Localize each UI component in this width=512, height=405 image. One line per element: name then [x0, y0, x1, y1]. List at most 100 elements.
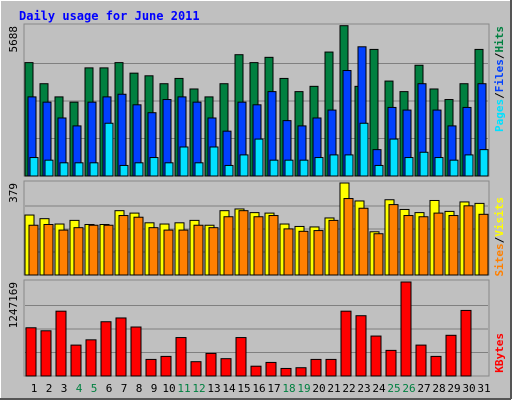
bar-kbytes-1 [25, 327, 37, 377]
bar-sites-31 [478, 213, 489, 276]
chart-title: Daily usage for June 2011 [19, 9, 200, 23]
y-max-label-kbytes: 1247169 [7, 282, 20, 328]
bar-sites-10 [163, 229, 174, 276]
bar-kbytes-11 [175, 337, 187, 377]
bar-pages-4 [74, 162, 84, 177]
bar-sites-11 [178, 229, 189, 276]
bar-kbytes-20 [310, 358, 322, 377]
bar-sites-24 [373, 233, 384, 276]
bar-kbytes-9 [145, 358, 157, 377]
bar-sites-9 [148, 227, 159, 276]
x-tick-label-22: 22 [342, 382, 355, 395]
bar-pages-27 [419, 151, 429, 177]
bar-pages-29 [449, 159, 459, 177]
bar-kbytes-17 [265, 361, 277, 377]
bar-kbytes-15 [235, 337, 247, 377]
bar-kbytes-3 [55, 310, 67, 377]
bar-sites-7 [118, 215, 129, 276]
x-tick-label-1: 1 [31, 382, 38, 395]
bar-sites-6 [103, 224, 114, 276]
bar-sites-27 [418, 216, 429, 276]
bar-pages-10 [164, 162, 174, 177]
legend-top: Pages/Files/Hits [493, 26, 506, 132]
bar-pages-14 [224, 164, 234, 177]
bar-kbytes-18 [280, 367, 292, 377]
bar-sites-22 [343, 198, 354, 276]
bar-kbytes-4 [70, 344, 82, 377]
bar-sites-5 [88, 224, 99, 276]
bar-pages-25 [389, 138, 399, 177]
bar-pages-7 [119, 164, 129, 177]
legend-bottom: KBytes [493, 333, 506, 373]
bar-kbytes-30 [460, 309, 472, 377]
bar-pages-6 [104, 122, 114, 177]
bar-pages-15 [239, 154, 249, 177]
x-tick-label-23: 23 [357, 382, 370, 395]
bar-pages-2 [44, 159, 54, 177]
bar-pages-31 [479, 149, 489, 177]
bar-kbytes-8 [130, 326, 142, 377]
x-tick-label-17: 17 [267, 382, 280, 395]
x-tick-label-4: 4 [76, 382, 83, 395]
bar-sites-8 [133, 216, 144, 276]
bar-kbytes-7 [115, 317, 127, 377]
bar-sites-12 [193, 224, 204, 276]
bar-pages-16 [254, 138, 264, 177]
bar-pages-18 [284, 159, 294, 177]
bar-sites-19 [298, 230, 309, 276]
bar-pages-22 [344, 154, 354, 177]
bar-pages-19 [299, 159, 309, 177]
bar-sites-30 [463, 205, 474, 276]
bar-pages-20 [314, 157, 324, 177]
legend-hits: Hits [493, 26, 506, 53]
legend-sep-2: / [493, 52, 506, 59]
x-tick-label-12: 12 [192, 382, 205, 395]
bar-sites-25 [388, 204, 399, 276]
bar-pages-30 [464, 154, 474, 177]
bar-kbytes-24 [370, 335, 382, 377]
bar-sites-26 [403, 215, 414, 276]
x-tick-label-31: 31 [477, 382, 490, 395]
bar-sites-14 [223, 216, 234, 276]
x-tick-label-24: 24 [372, 382, 386, 395]
x-tick-label-9: 9 [151, 382, 158, 395]
legend-sep-1: / [493, 92, 506, 99]
bar-kbytes-5 [85, 339, 97, 377]
bar-kbytes-25 [385, 349, 397, 377]
bar-kbytes-14 [220, 358, 232, 377]
bar-sites-23 [358, 207, 369, 276]
x-tick-label-26: 26 [402, 382, 415, 395]
legend-middle: Sites/Visits [493, 197, 506, 277]
bar-pages-1 [29, 157, 39, 177]
x-tick-label-15: 15 [237, 382, 250, 395]
x-tick-label-10: 10 [162, 382, 175, 395]
bar-pages-21 [329, 154, 339, 177]
x-tick-label-19: 19 [297, 382, 310, 395]
bar-pages-3 [59, 162, 69, 177]
x-tick-label-8: 8 [136, 382, 143, 395]
bar-kbytes-21 [325, 358, 337, 377]
x-tick-label-13: 13 [207, 382, 220, 395]
x-tick-label-6: 6 [106, 382, 113, 395]
bar-sites-13 [208, 227, 219, 276]
y-max-label-hits: 5688 [7, 26, 20, 53]
x-tick-label-5: 5 [91, 382, 98, 395]
bar-pages-5 [89, 162, 99, 177]
x-tick-label-14: 14 [222, 382, 236, 395]
legend-sep-3: / [493, 236, 506, 243]
bar-sites-4 [73, 227, 84, 276]
x-tick-label-7: 7 [121, 382, 128, 395]
x-tick-label-28: 28 [432, 382, 445, 395]
bar-kbytes-22 [340, 310, 352, 377]
x-tick-label-27: 27 [417, 382, 430, 395]
y-max-label-visits: 379 [7, 183, 20, 203]
x-tick-label-25: 25 [387, 382, 400, 395]
legend-files: Files [493, 59, 506, 92]
legend-sites: Sites [493, 243, 506, 276]
bar-sites-20 [313, 230, 324, 276]
bar-sites-1 [28, 224, 39, 276]
bar-kbytes-6 [100, 321, 112, 377]
x-tick-label-18: 18 [282, 382, 295, 395]
